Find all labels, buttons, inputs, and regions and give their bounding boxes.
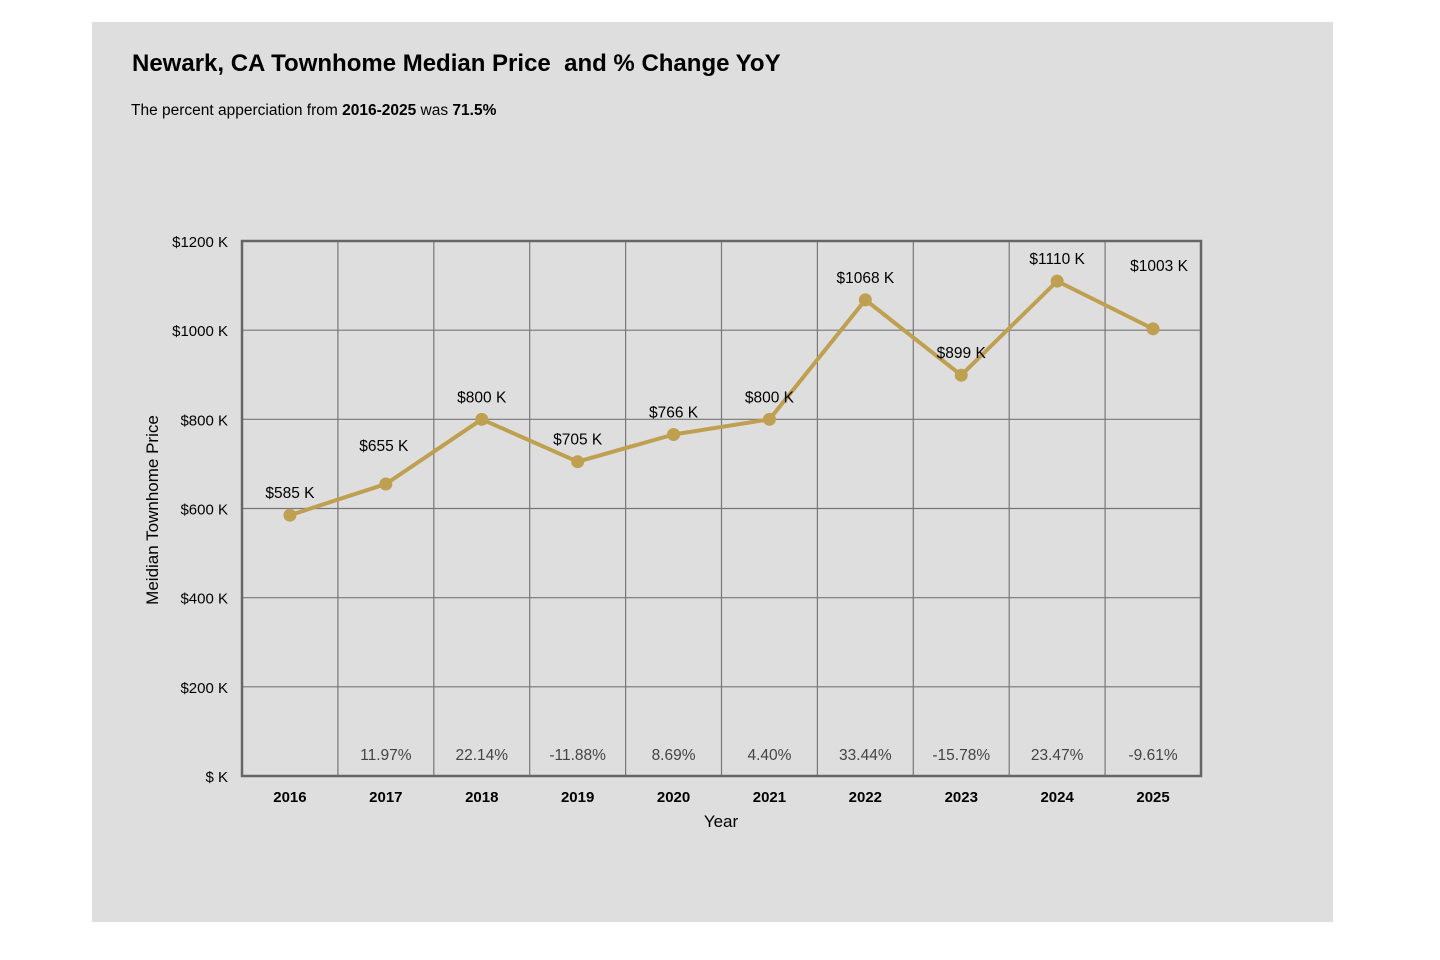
x-tick-label: 2020 xyxy=(657,789,690,806)
x-tick-label: 2018 xyxy=(465,789,498,806)
subtitle-range: 2016-2025 xyxy=(342,102,417,119)
data-point xyxy=(762,412,776,426)
value-label: $800 K xyxy=(457,389,507,406)
data-point xyxy=(667,427,681,441)
y-tick-label: $1000 K xyxy=(172,323,228,340)
subtitle-middle: was xyxy=(416,102,453,119)
data-point xyxy=(475,412,489,426)
x-tick-labels: 2016 2017 2018 2019 2020 2021 2022 2023 2024 2025 xyxy=(273,789,1169,806)
value-labels: $585 K $655 K $800 K $705 K $766 K $800 K $106… xyxy=(265,251,1188,502)
data-point xyxy=(1146,322,1160,336)
data-point xyxy=(954,368,968,382)
pct-change-label: 22.14% xyxy=(455,747,508,764)
x-tick-label: 2019 xyxy=(561,789,594,806)
pct-change-label: -9.61% xyxy=(1128,747,1177,764)
pct-change-label: -15.78% xyxy=(932,747,990,764)
data-point xyxy=(283,508,297,522)
series-line xyxy=(289,279,1154,518)
data-points xyxy=(283,274,1160,522)
pct-change-label: 11.97% xyxy=(360,747,412,764)
chart-title: Newark, CA Townhome Median Price and % C… xyxy=(132,50,781,77)
value-label: $800 K xyxy=(745,389,795,406)
data-point xyxy=(1050,274,1064,288)
data-point xyxy=(858,293,872,307)
pct-change-label: 8.69% xyxy=(652,747,696,764)
x-tick-label: 2024 xyxy=(1040,789,1074,806)
x-tick-label: 2016 xyxy=(273,789,306,806)
x-tick-label: 2023 xyxy=(945,789,978,806)
pct-change-label: 33.44% xyxy=(839,747,892,764)
y-tick-label: $400 K xyxy=(180,591,228,608)
x-axis-title: Year xyxy=(704,812,739,831)
data-point xyxy=(571,455,585,469)
subtitle-value: 71.5% xyxy=(452,102,497,119)
chart-panel xyxy=(92,22,1333,922)
value-label: $655 K xyxy=(359,438,409,455)
y-tick-label: $800 K xyxy=(180,412,228,429)
value-label: $766 K xyxy=(649,404,699,421)
value-label: $899 K xyxy=(937,345,987,362)
subtitle-prefix: The percent apperciation from xyxy=(131,102,343,119)
value-label: $1068 K xyxy=(836,270,894,287)
pct-change-labels: 11.97% 22.14% -11.88% 8.69% 4.40% 33.44% -15.7… xyxy=(360,747,1178,764)
y-tick-label: $ K xyxy=(205,769,228,786)
value-label: $585 K xyxy=(265,485,315,502)
pct-change-label: 23.47% xyxy=(1031,747,1084,764)
x-tick-label: 2021 xyxy=(753,789,786,806)
y-axis-title: Meidian Townhome Price xyxy=(143,415,162,605)
data-point xyxy=(379,477,393,491)
x-tick-label: 2022 xyxy=(849,789,882,806)
pct-change-label: 4.40% xyxy=(747,747,791,764)
chart-subtitle: The percent apperciation from 2016-2025 … xyxy=(131,102,496,120)
value-label: $1110 K xyxy=(1029,251,1085,268)
pct-change-label: -11.88% xyxy=(549,747,606,764)
x-tick-label: 2025 xyxy=(1136,789,1169,806)
value-label: $705 K xyxy=(553,432,603,449)
y-tick-label: $1200 K xyxy=(172,234,228,251)
y-tick-label: $200 K xyxy=(180,680,228,697)
plot-frame xyxy=(240,239,1203,778)
value-label: $1003 K xyxy=(1130,258,1188,275)
y-tick-labels: $ K $200 K $400 K $600 K $800 K $1000 K $1200 … xyxy=(172,234,228,786)
grid xyxy=(242,240,1201,777)
y-tick-label: $600 K xyxy=(180,502,228,519)
x-tick-label: 2017 xyxy=(369,789,402,806)
